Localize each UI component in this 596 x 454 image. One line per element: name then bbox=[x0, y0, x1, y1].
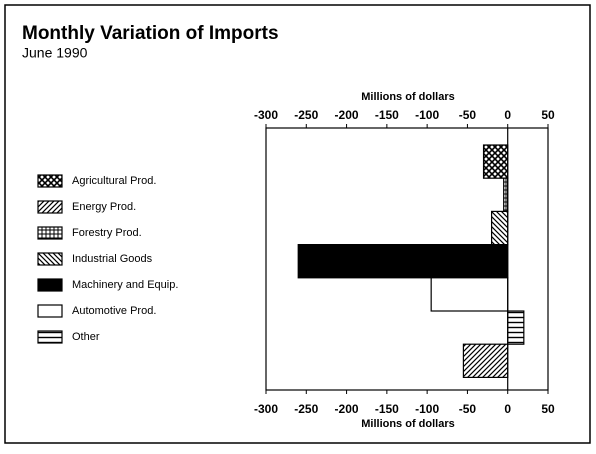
x-tick-label-top: -150 bbox=[375, 108, 399, 122]
legend-label: Forestry Prod. bbox=[72, 227, 142, 239]
plot-frame bbox=[265, 127, 549, 391]
x-tick-label-bottom: -150 bbox=[375, 402, 399, 416]
legend-swatch bbox=[37, 252, 63, 266]
x-tick-label-top: -50 bbox=[459, 108, 477, 122]
x-tick-label-bottom: -250 bbox=[294, 402, 318, 416]
x-tick-label-bottom: 50 bbox=[541, 402, 555, 416]
legend-label: Automotive Prod. bbox=[72, 305, 156, 317]
legend-swatch bbox=[37, 174, 63, 188]
x-tick-label-bottom: -50 bbox=[459, 402, 477, 416]
bar bbox=[507, 310, 525, 345]
x-tick-label-top: -250 bbox=[294, 108, 318, 122]
x-tick-label-top: -300 bbox=[254, 108, 278, 122]
bar bbox=[462, 343, 509, 379]
chart-title: Monthly Variation of Imports bbox=[22, 23, 279, 44]
x-tick-label-top: -200 bbox=[335, 108, 359, 122]
x-tick-label-bottom: -100 bbox=[415, 402, 439, 416]
x-tick-label-bottom: -200 bbox=[335, 402, 359, 416]
legend-label: Other bbox=[72, 331, 100, 343]
legend-swatch bbox=[37, 304, 63, 318]
x-tick-label-bottom: -300 bbox=[254, 402, 278, 416]
bar bbox=[297, 244, 509, 279]
legend-label: Energy Prod. bbox=[72, 201, 136, 213]
bar bbox=[491, 210, 509, 246]
legend-label: Machinery and Equip. bbox=[72, 279, 178, 291]
bar bbox=[482, 144, 509, 179]
legend-swatch bbox=[37, 226, 63, 240]
legend-label: Industrial Goods bbox=[72, 253, 153, 265]
bar bbox=[503, 177, 509, 212]
legend-swatch bbox=[37, 200, 63, 214]
legend-label: Agricultural Prod. bbox=[72, 175, 156, 187]
x-tick-label-top: 50 bbox=[541, 108, 555, 122]
x-axis-label-top: Millions of dollars bbox=[361, 91, 455, 103]
legend-swatch bbox=[37, 278, 63, 292]
x-axis-label-bottom: Millions of dollars bbox=[361, 418, 455, 430]
x-tick-label-top: 0 bbox=[504, 108, 511, 122]
bar bbox=[430, 277, 509, 312]
frame bbox=[4, 4, 591, 444]
chart-subtitle: June 1990 bbox=[22, 45, 88, 61]
legend-swatch bbox=[37, 330, 63, 344]
x-tick-label-bottom: 0 bbox=[504, 402, 511, 416]
x-tick-label-top: -100 bbox=[415, 108, 439, 122]
